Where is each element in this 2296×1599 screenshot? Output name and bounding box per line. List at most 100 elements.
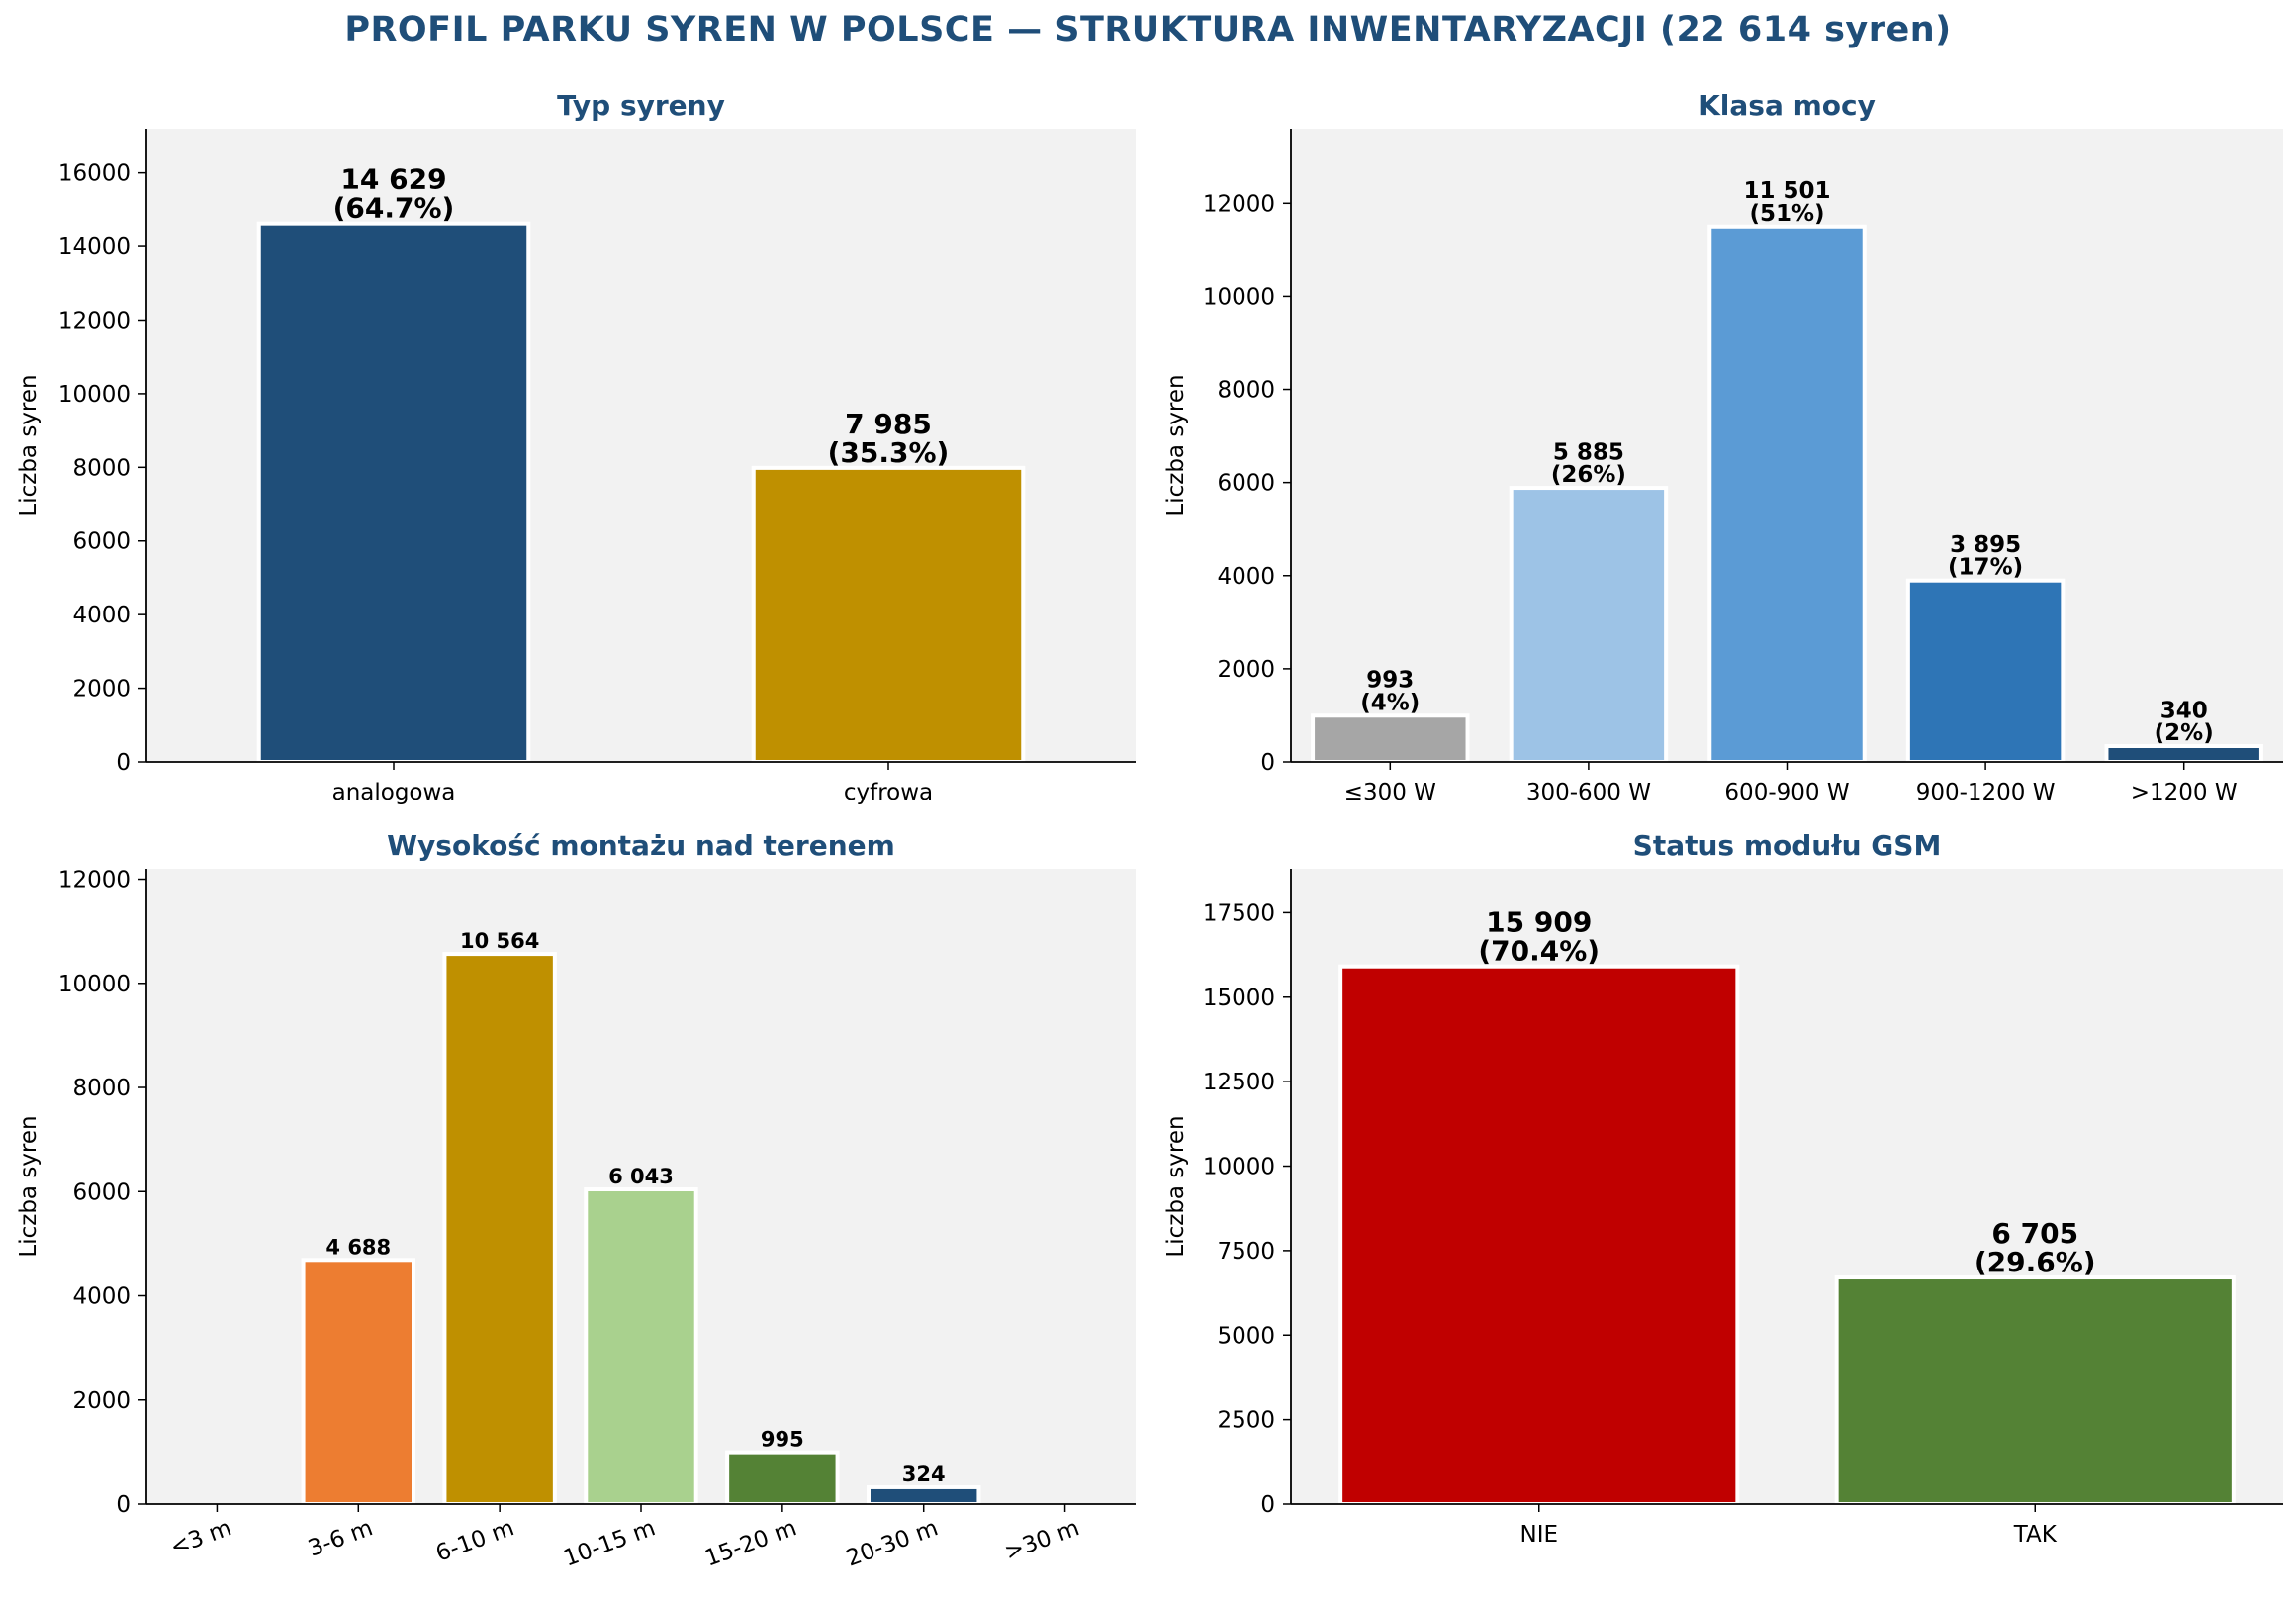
y-axis-label: Liczba syren	[1163, 374, 1189, 516]
x-tick-label: 300-600 W	[1526, 780, 1651, 805]
bar-value-label: 995	[761, 1428, 804, 1452]
x-tick-label: 6-10 m	[432, 1515, 517, 1566]
y-tick-label: 2500	[1217, 1408, 1275, 1434]
x-tick-label: 10-15 m	[560, 1515, 659, 1571]
x-tick-label: >30 m	[1001, 1515, 1082, 1565]
y-tick-label: 2000	[1217, 657, 1275, 683]
bar	[867, 1484, 981, 1506]
bar-value-label: 15 909	[1486, 906, 1592, 939]
x-tick-label: analogowa	[332, 780, 456, 805]
bar-value-label: 993	[1366, 668, 1414, 694]
bar-value-label: 6 043	[608, 1165, 674, 1188]
chart-svg: Status modułu GSM Liczba syren 0 2500 5000 75…	[1163, 829, 2283, 1548]
y-tick-label: 4000	[1217, 564, 1275, 590]
bar	[1834, 1275, 2236, 1506]
bar	[725, 1450, 840, 1506]
bar-value-label: 14 629	[340, 163, 446, 196]
chart-panel-siren-type: Typ syreny Liczba syren 0 2000 4000 6000 8000 1…	[0, 79, 1148, 831]
bar	[584, 1186, 698, 1506]
bar-value-label: 11 501	[1743, 178, 1830, 204]
bar	[442, 952, 557, 1507]
chart-panel-mount-height: Wysokość montażu nad terenem Liczba syren…	[0, 821, 1148, 1595]
y-tick-label: 10000	[1203, 284, 1275, 310]
bar-percent-label: (51%)	[1749, 201, 1824, 227]
bar	[751, 465, 1026, 764]
bar-value-label: 3 895	[1950, 532, 2021, 558]
y-tick-label: 0	[116, 750, 131, 776]
bar-value-label: 7 985	[845, 408, 932, 440]
page-title: PROFIL PARKU SYREN W POLSCE — STRUKTURA …	[344, 10, 1952, 49]
bar	[256, 221, 531, 765]
x-tick-label: cyfrowa	[844, 780, 933, 805]
bar-value-label: 6 705	[1991, 1217, 2078, 1250]
x-tick-label: 900-1200 W	[1916, 780, 2056, 805]
y-tick-label: 2000	[72, 677, 131, 703]
y-axis-label: Liczba syren	[16, 374, 42, 516]
y-axis-label: Liczba syren	[16, 1115, 42, 1257]
y-tick-label: 12000	[58, 868, 131, 894]
y-tick-label: 0	[1260, 750, 1275, 776]
y-tick-label: 2000	[72, 1388, 131, 1414]
y-tick-label: 12000	[58, 308, 131, 333]
bar-percent-label: (35.3%)	[828, 436, 950, 469]
chart-panel-power-class: Klasa mocy Liczba syren 0 2000 4000 6000 8000 1…	[1148, 79, 2296, 831]
y-tick-label: 10000	[58, 972, 131, 997]
chart-svg: Klasa mocy Liczba syren 0 2000 4000 6000 8000 1…	[1163, 89, 2283, 805]
bar	[2104, 744, 2263, 764]
bar-percent-label: (4%)	[1360, 690, 1420, 715]
subplot-title: Wysokość montażu nad terenem	[387, 829, 895, 862]
bar-percent-label: (17%)	[1948, 555, 2023, 581]
subplot-title: Klasa mocy	[1699, 89, 1876, 122]
y-tick-label: 6000	[1217, 471, 1275, 497]
chart-panel-gsm-status: Status modułu GSM Liczba syren 0 2500 5000 75…	[1148, 821, 2296, 1595]
x-tick-label: >1200 W	[2131, 780, 2238, 805]
y-axis-label: Liczba syren	[1163, 1115, 1189, 1257]
x-tick-label: 20-30 m	[843, 1515, 942, 1571]
y-tick-label: 12000	[1203, 191, 1275, 217]
y-tick-label: 6000	[72, 529, 131, 555]
bar-percent-label: (26%)	[1551, 462, 1626, 488]
chart-svg: Typ syreny Liczba syren 0 2000 4000 6000 8000 1…	[16, 89, 1136, 805]
bar-percent-label: (29.6%)	[1975, 1246, 2096, 1278]
bar-value-label: 340	[2160, 698, 2208, 723]
y-tick-label: 8000	[1217, 378, 1275, 404]
bar-value-label: 10 564	[460, 929, 539, 953]
x-tick-label: 3-6 m	[305, 1515, 376, 1561]
y-tick-label: 0	[1260, 1492, 1275, 1518]
bar-percent-label: (70.4%)	[1478, 935, 1600, 968]
y-tick-label: 14000	[58, 235, 131, 260]
x-tick-label: 15-20 m	[701, 1515, 800, 1571]
bar	[1707, 224, 1867, 764]
bar-value-label: 5 885	[1553, 439, 1624, 465]
y-tick-label: 6000	[72, 1179, 131, 1205]
y-tick-label: 10000	[1203, 1155, 1275, 1180]
y-tick-label: 5000	[1217, 1323, 1275, 1349]
bar	[1311, 713, 1470, 764]
y-tick-label: 16000	[58, 161, 131, 187]
subplot-title: Typ syreny	[557, 89, 725, 122]
x-tick-label: 600-900 W	[1724, 780, 1849, 805]
subplot-title: Status modułu GSM	[1633, 829, 1942, 862]
bar	[301, 1258, 416, 1507]
y-tick-label: 7500	[1217, 1239, 1275, 1265]
y-tick-label: 4000	[72, 1284, 131, 1310]
y-tick-label: 4000	[72, 603, 131, 628]
y-tick-label: 10000	[58, 382, 131, 408]
bar-percent-label: (2%)	[2155, 720, 2214, 746]
bar-percent-label: (64.7%)	[333, 192, 455, 225]
bar-value-label: 324	[902, 1462, 946, 1486]
x-tick-label: TAK	[2013, 1522, 2058, 1548]
chart-svg: Wysokość montażu nad terenem Liczba syren…	[16, 829, 1136, 1572]
x-tick-label: <3 m	[167, 1515, 235, 1560]
y-tick-label: 12500	[1203, 1070, 1275, 1095]
y-tick-label: 15000	[1203, 986, 1275, 1011]
bar	[1509, 486, 1669, 764]
y-tick-label: 0	[116, 1492, 131, 1518]
y-tick-label: 8000	[72, 455, 131, 481]
bar-value-label: 4 688	[325, 1235, 391, 1259]
x-tick-label: NIE	[1519, 1522, 1558, 1548]
x-tick-label: ≤300 W	[1344, 780, 1436, 805]
bar	[1338, 964, 1740, 1507]
y-tick-label: 8000	[72, 1076, 131, 1101]
bar	[1905, 578, 2066, 764]
